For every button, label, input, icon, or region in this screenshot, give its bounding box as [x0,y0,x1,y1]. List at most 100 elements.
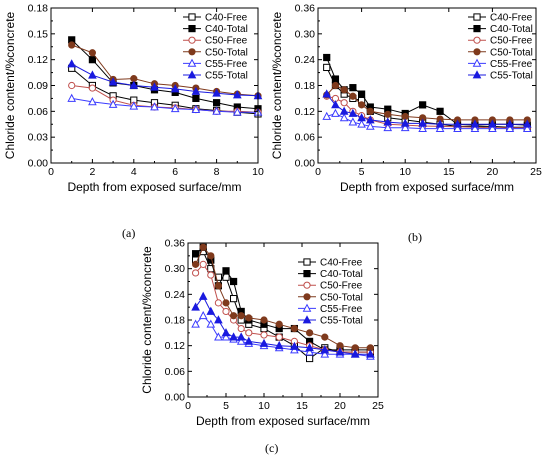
panel-a-x-axis-title: Depth from exposed surface/mm [67,180,241,194]
panel-b-series-5-point-0 [322,89,332,98]
panel-b-series-4-point-1 [331,108,340,117]
panel-c-series-3-point-10 [290,324,298,333]
panel-a-legend-label-3: C50-Total [205,47,248,58]
panel-a-legend-marker-4 [187,58,197,67]
panel-b-series-4-point-10 [453,123,462,132]
panel-c-series-3-point-5 [230,312,238,320]
panel-a-series-1-point-6 [192,94,200,103]
panel-b-series-5-point-14 [522,119,532,128]
panel-b-series-5-point-2 [339,106,349,115]
panel-b-series-5-point-3 [348,108,358,117]
panel-c-x-tick-label-0: 0 [185,400,191,412]
panel-c-series-5-point-0 [191,302,200,311]
panel-c-series-line-1 [195,246,371,351]
panel-b-x-tick-label-0: 0 [315,166,321,178]
panel-a-series-5-point-7 [212,88,221,97]
panel-b-series-3-point-3 [349,92,357,100]
panel-b-series-5-point-10 [453,119,462,128]
panel-b-series-4-point-5 [365,121,375,130]
panel-c-x-tick-label-3: 15 [296,400,308,412]
panel-c-series-3-point-1 [199,243,207,251]
panel-b-series-5-point-11 [470,119,480,128]
panel-a-series-4-point-7 [212,106,221,115]
panel-a-legend-label-2: C50-Free [205,36,248,47]
panel-a-y-tick-label-1: 0.03 [28,132,49,144]
panel-a-series-line-3 [71,44,259,97]
panel-b-series-4-point-7 [400,122,410,132]
panel-b-series-2-point-2 [340,99,348,107]
panel-b-series-4-point-13 [505,123,515,132]
panel-c-legend-label-1: C40-Total [320,269,363,280]
panel-b-series-1-point-4 [358,90,366,98]
panel-b-y-tick-label-0: 0.00 [295,158,316,170]
panel-c-series-3-point-11 [306,329,314,337]
panel-c-x-tick-label-5: 25 [372,400,384,412]
panel-c-series-3-point-7 [245,314,253,322]
panel-b-legend-label-0: C40-Free [490,13,533,24]
panel-a-series-4-point-6 [191,104,201,114]
panel-c-series-3-point-3 [214,282,222,290]
panel-c-legend-label-3: C50-Total [320,292,363,303]
panel-a-x-tick-label-0: 0 [48,166,54,178]
panel-c-x-tick-label-2: 10 [258,400,270,412]
panel-b-x-tick-label-3: 15 [443,166,455,178]
panel-b-y-tick-label-3: 0.18 [295,80,316,92]
panel-label-b: (b) [408,230,422,244]
panel-b-series-4-point-3 [348,117,358,126]
panel-a-series-line-4 [71,97,258,113]
panel-a-x-tick-label-4: 8 [214,166,220,178]
panel-a-series-4-point-1 [88,97,97,106]
panel-c-series-2-point-9 [275,333,283,341]
panel-a-series-4-point-8 [232,107,242,116]
panel-c-series-5-point-13 [335,347,345,356]
panel-a-series-3-point-1 [88,49,97,57]
panel-b-legend-marker-3 [473,48,481,56]
panel-c-series-5-point-3 [214,315,223,324]
panel-b-series-4-point-2 [339,113,349,122]
panel-a-y-tick-label-2: 0.06 [28,106,49,118]
panel-c-legend-label-5: C55-Total [320,316,363,327]
panel-b-series-3-point-4 [358,101,366,109]
panel-a-legend-label-4: C55-Free [205,59,248,70]
panel-c-series-line-3 [195,246,371,349]
panel-a-series-3-point-0 [68,41,76,49]
panel-c-legend-marker-5 [302,315,312,324]
panel-a-legend-marker-3 [188,48,196,56]
panel-b-series-4-point-0 [322,111,332,120]
panel-a-series-line-1 [71,39,259,110]
panel-a-legend-label-1: C40-Total [205,24,248,35]
panel-c-series-3-point-4 [222,299,230,307]
panel-a-series-2-point-1 [88,84,97,92]
panel-c-series-5-point-6 [236,332,246,341]
panel-b-x-tick-label-4: 20 [487,166,499,178]
panel-c-series-5-point-11 [305,343,314,352]
panel-b-series-4-point-8 [418,123,427,132]
panel-b-legend-label-1: C40-Total [490,24,533,35]
panel-c-series-line-4 [195,314,371,357]
panel-c-series-5-point-15 [366,349,375,358]
panel-a-series-2-point-0 [68,81,76,90]
panel-b-legend-label-2: C50-Free [490,36,533,47]
panel-c-legend-label-4: C55-Free [320,304,363,315]
panel-c-y-axis-title: Chloride content/%concrete [140,246,154,394]
panel-a-legend-marker-2 [188,36,196,44]
panel-c-y-tick-label-1: 0.06 [165,366,186,378]
panel-c-y-tick-label-3: 0.18 [165,315,186,327]
panel-c-x-axis-title: Depth from exposed surface/mm [196,414,370,428]
panel-c-series-4-point-2 [206,319,216,328]
panel-a-series-5-point-4 [150,82,159,91]
panel-b-series-4-point-12 [488,123,497,132]
panel-b-y-axis-title: Chloride content/%concrete [270,11,284,159]
panel-a-series-5-point-3 [129,80,139,89]
panel-c-legend-marker-2 [303,281,311,289]
panel-b-legend-label-4: C55-Free [490,59,533,70]
panel-b-series-3-point-5 [366,107,374,115]
panel-b-series-5-point-12 [488,119,497,128]
panel-b-y-tick-label-6: 0.36 [295,3,316,15]
panel-c-series-3-point-6 [237,312,245,320]
panel-c-series-0-point-3 [214,273,223,281]
panel-c-legend-label-2: C50-Free [320,281,363,292]
panel-c-series-5-point-9 [274,340,284,350]
panel-a-y-tick-label-4: 0.12 [28,54,49,66]
